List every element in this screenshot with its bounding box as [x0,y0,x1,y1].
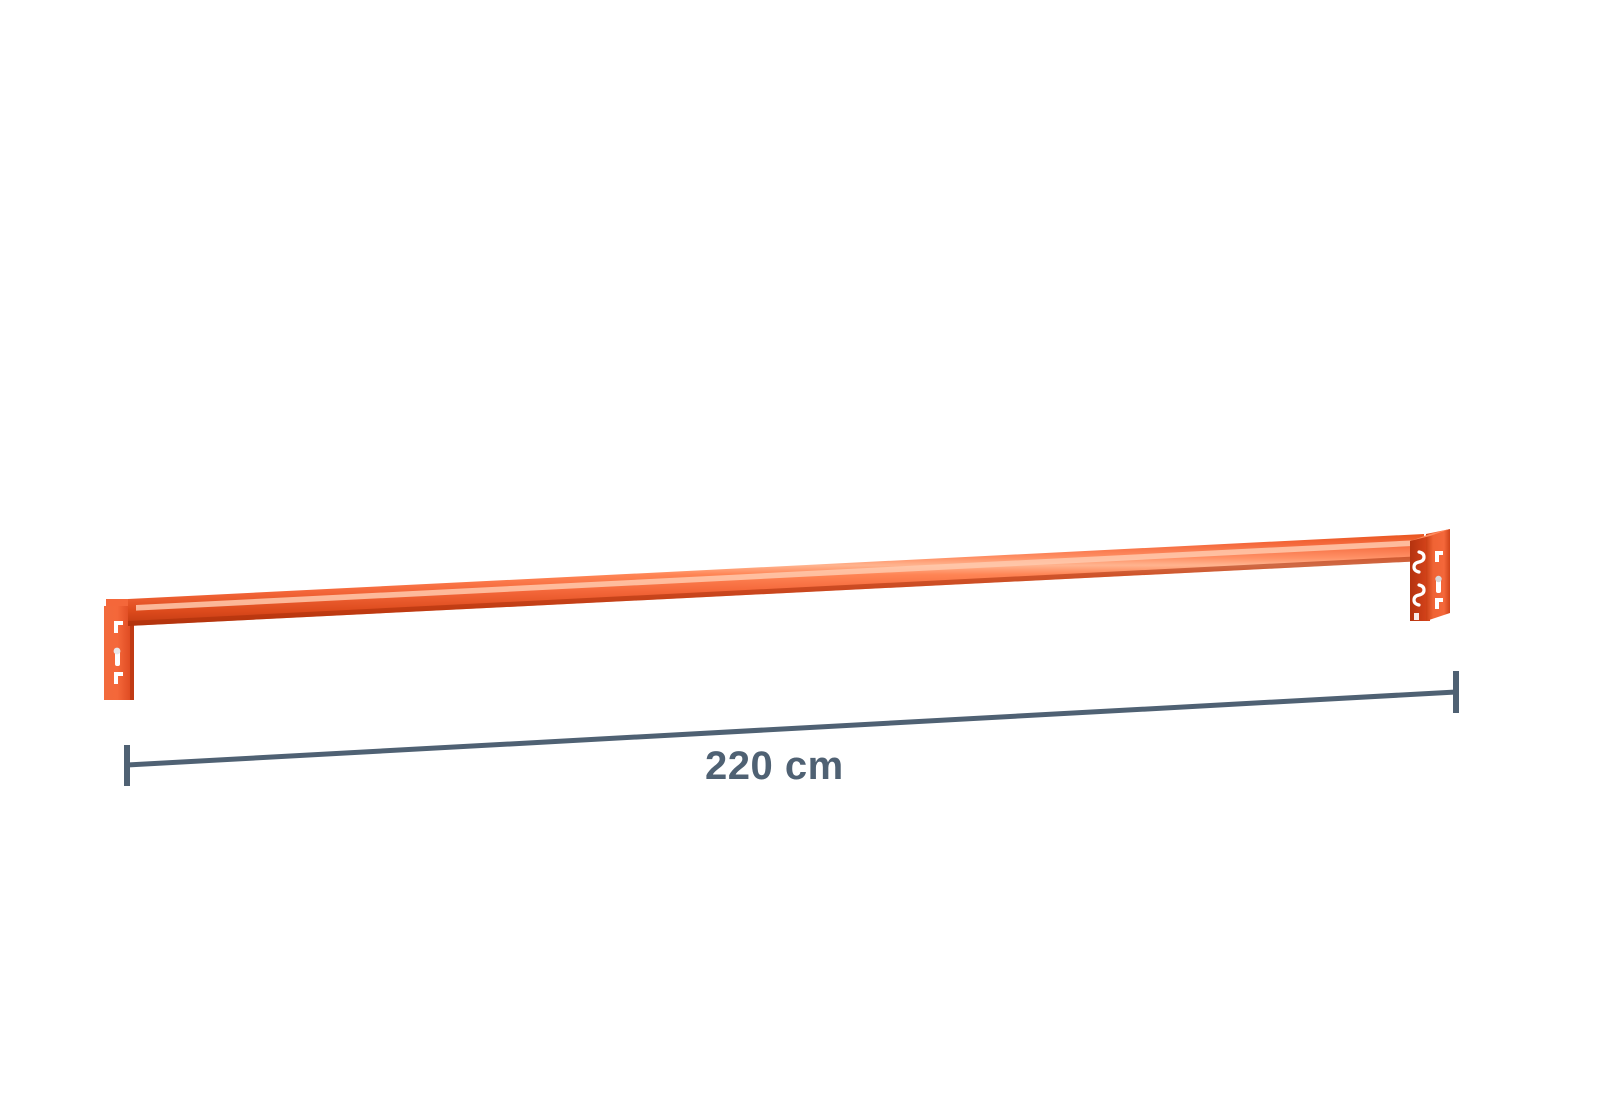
dimension-line [126,689,1457,768]
beam-tube [128,534,1424,626]
right-bracket-top-cap [1410,529,1450,541]
right-end-bracket [1410,529,1450,621]
left-bracket-slot-1 [114,621,123,633]
dimension-label: 220 cm [705,744,844,788]
right-bracket-hook-cutout-2 [1412,583,1426,607]
right-bracket-slot-1 [1435,551,1443,562]
right-bracket-slot-3 [1435,598,1443,609]
left-end-bracket [104,599,134,700]
right-bracket-hook-cutout-1 [1412,550,1426,574]
right-bracket-bottom-notch [1414,613,1419,620]
right-bracket-rivet [1435,575,1442,583]
right-bracket-front-face [1426,529,1450,621]
beam-tube-underside-shadow [128,556,1424,626]
left-bracket-slot-3 [114,672,123,684]
beam-tube-highlight [136,540,1420,611]
left-bracket-rivet [113,647,121,655]
left-bracket-edge [130,606,134,700]
